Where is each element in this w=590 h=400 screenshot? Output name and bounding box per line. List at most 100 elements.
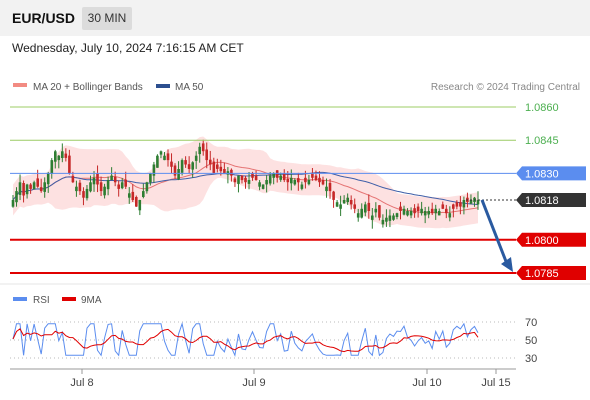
candle-body (29, 184, 32, 189)
candle-body (219, 166, 223, 172)
candle-body (328, 182, 332, 192)
candle-body (64, 153, 68, 158)
candle-body (124, 179, 127, 187)
x-tick-label: Jul 9 (242, 377, 265, 389)
candle-body (342, 200, 346, 204)
candle-body (297, 178, 300, 183)
candle-body (335, 202, 339, 207)
candle-body (441, 204, 445, 209)
candle-body (18, 182, 22, 195)
candle-body (290, 177, 293, 184)
candle-body (170, 161, 173, 167)
candle-body (416, 206, 420, 211)
candle-body (349, 200, 353, 205)
forecast-arrow-shaft (480, 199, 509, 265)
candle-body (145, 182, 149, 192)
ma20-legend-label: MA 20 + Bollinger Bands (33, 82, 143, 93)
candle-body (381, 219, 385, 225)
candle-body (254, 175, 258, 180)
level-label-support: 1.0800 (525, 235, 559, 247)
candle-body (325, 186, 328, 192)
candle-body (258, 182, 261, 187)
candle-body (110, 175, 113, 180)
rsi-ma-legend-swatch (62, 297, 76, 301)
ma50-legend-label: MA 50 (175, 82, 204, 93)
candle-body (78, 182, 82, 192)
candle-body (314, 175, 318, 180)
candle-body (265, 180, 268, 185)
candle-body (346, 197, 349, 203)
candle-body (279, 175, 282, 180)
forecast-arrow-head (501, 257, 513, 272)
candle-body (223, 169, 226, 174)
candle-body (128, 193, 131, 198)
candle-body (201, 143, 205, 152)
candle-body (230, 169, 233, 176)
rsi-ma-legend-label: 9MA (81, 295, 102, 306)
candle-body (50, 160, 54, 174)
candle-body (353, 204, 356, 209)
candle-body (209, 159, 212, 165)
candle-body (173, 165, 177, 176)
candle-body (356, 213, 360, 218)
candle-body (423, 211, 427, 216)
candle-body (385, 217, 388, 222)
candle-body (191, 162, 194, 170)
candle-body (113, 176, 117, 183)
chart-datetime: Wednesday, July 10, 2024 7:16:15 AM CET (12, 41, 244, 55)
candle-body (311, 173, 314, 178)
candle-body (117, 184, 120, 189)
candle-body (402, 208, 406, 215)
level-label-support: 1.0785 (525, 268, 559, 280)
candle-body (184, 160, 187, 165)
timeframe-button[interactable]: 30 MIN (82, 7, 132, 30)
candle-body (430, 208, 434, 214)
candle-body (198, 146, 201, 155)
candle-body (395, 213, 399, 217)
candle-body (247, 180, 251, 184)
candle-body (103, 186, 106, 196)
candle-body (61, 151, 64, 158)
candle-body (367, 202, 371, 211)
candle-body (57, 155, 61, 161)
candle-body (268, 175, 272, 184)
header-bar: EUR/USD 30 MIN (0, 0, 590, 36)
x-tick-label: Jul 15 (481, 377, 510, 389)
level-label-resistance: 1.0845 (525, 135, 559, 147)
candle-body (293, 180, 297, 185)
candle-body (318, 177, 321, 183)
candle-body (180, 160, 184, 173)
current-price-tag (516, 192, 586, 207)
candle-body (11, 200, 15, 207)
candle-body (159, 151, 163, 155)
candle-body (36, 178, 39, 187)
candle-body (177, 169, 180, 180)
candle-body (99, 182, 103, 192)
candle-body (149, 173, 152, 183)
candle-body (205, 149, 208, 161)
level-label-resistance: 1.0860 (525, 102, 559, 114)
rsi-tick-label: 30 (525, 353, 537, 365)
candle-body (420, 208, 423, 214)
candle-body (244, 177, 247, 183)
candle-body (138, 200, 142, 211)
symbol-label: EUR/USD (12, 10, 76, 26)
candle-body (68, 155, 71, 174)
candle-body (92, 177, 96, 185)
candle-body (455, 202, 459, 207)
candle-body (194, 155, 198, 161)
candle-body (462, 200, 466, 208)
candle-body (89, 182, 92, 192)
rsi-legend-swatch (13, 297, 27, 301)
candle-body (96, 173, 99, 185)
candle-body (332, 191, 335, 200)
candle-body (71, 175, 75, 183)
candle-body (339, 204, 342, 209)
candle-body (106, 180, 110, 190)
candle-body (399, 206, 402, 211)
candle-body (142, 191, 145, 197)
candle-body (233, 178, 237, 183)
candle-body (437, 211, 441, 216)
candle-body (46, 173, 50, 185)
